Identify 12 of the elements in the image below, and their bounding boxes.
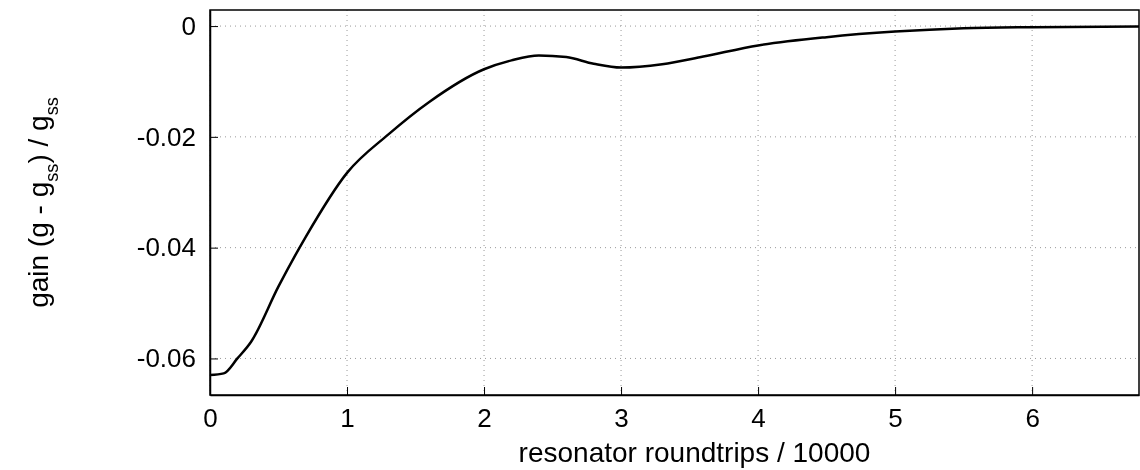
y-tick-label: 0	[181, 10, 196, 41]
x-tick-label: 3	[614, 403, 629, 434]
x-tick-label: 2	[477, 403, 492, 434]
x-axis-title: resonator roundtrips / 10000	[518, 437, 871, 468]
x-tick-label: 4	[751, 403, 766, 434]
x-tick-label: 5	[888, 403, 903, 434]
y-tick-label: -0.04	[136, 232, 196, 263]
x-tick-label: 1	[340, 403, 355, 434]
y-tick-label: -0.06	[136, 343, 196, 374]
y-tick-label: -0.02	[136, 121, 196, 152]
x-tick-label: 0	[203, 403, 218, 434]
x-tick-label: 6	[1025, 403, 1040, 434]
